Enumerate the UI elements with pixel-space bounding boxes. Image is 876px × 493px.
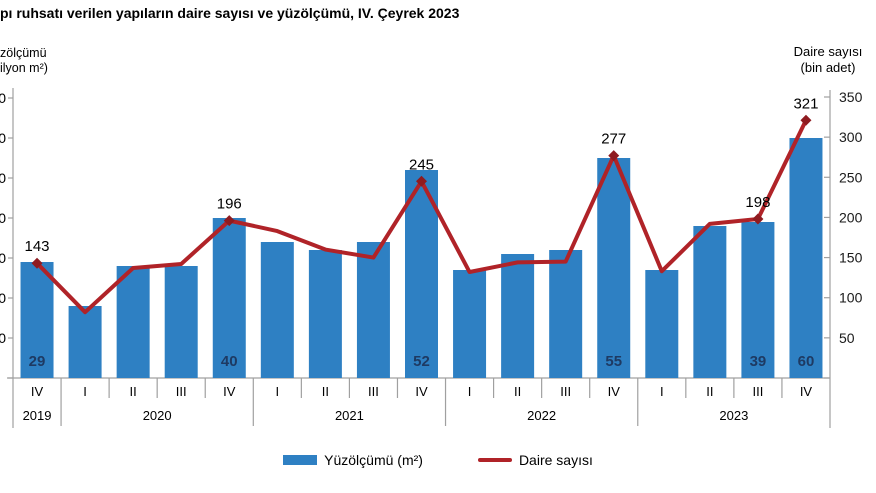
bar: [164, 266, 198, 378]
right-axis-title-line2: (bin adet): [800, 60, 856, 75]
quarter-label: IV: [415, 384, 428, 399]
quarter-label: III: [752, 384, 763, 399]
quarter-label: I: [276, 384, 280, 399]
left-axis-tick-label-fragment: 40: [0, 210, 6, 226]
legend-item-area: Yüzölçümü (m²): [283, 452, 423, 468]
right-axis-tick-label: 50: [839, 330, 855, 346]
bar: [789, 138, 823, 378]
quarter-label: II: [706, 384, 713, 399]
bar: [549, 250, 583, 378]
right-axis-title-line1: Daire sayısı: [793, 44, 863, 59]
bar: [356, 242, 390, 378]
quarter-label: II: [322, 384, 329, 399]
right-axis-tick-label: 200: [839, 209, 863, 225]
line-value-label: 198: [745, 194, 770, 211]
right-axis-tick-label: 250: [839, 169, 863, 185]
line-value-label: 143: [25, 238, 50, 255]
right-axis-tick-label: 350: [839, 89, 863, 105]
bar-value-label: 52: [413, 353, 430, 370]
right-axis-tick-label: 300: [839, 129, 863, 145]
bar: [693, 226, 727, 378]
year-label: 2023: [719, 408, 748, 423]
line-swatch-icon: [477, 458, 512, 462]
right-axis-tick-label: 100: [839, 290, 863, 306]
legend-label-line: Daire sayısı: [518, 452, 593, 468]
quarter-label: IV: [31, 384, 44, 399]
line-marker: [31, 257, 43, 269]
left-axis-title-line2: ilyon m²): [0, 61, 48, 75]
bar-value-label: 40: [221, 353, 238, 370]
left-axis-tick-label-fragment: 70: [0, 90, 6, 106]
quarter-label: II: [130, 384, 137, 399]
bar: [116, 266, 150, 378]
quarter-label: IV: [223, 384, 236, 399]
left-axis-title: zölçümü ilyon m²): [0, 46, 48, 76]
left-axis-tick-label-fragment: 20: [0, 290, 6, 306]
chart-legend: Yüzölçümü (m²) Daire sayısı: [0, 452, 876, 468]
quarter-label: I: [468, 384, 472, 399]
bar: [20, 262, 54, 378]
bar-value-label: 55: [605, 353, 622, 370]
quarter-label: I: [83, 384, 87, 399]
line-value-label: 277: [601, 131, 626, 148]
line-value-label: 245: [409, 156, 434, 173]
quarter-label: IV: [800, 384, 813, 399]
bar: [68, 306, 102, 378]
bar: [741, 222, 775, 378]
year-label: 2020: [143, 408, 172, 423]
bar: [645, 270, 679, 378]
quarter-label: III: [560, 384, 571, 399]
bar: [501, 254, 535, 378]
right-axis-tick-label: 150: [839, 250, 863, 266]
left-axis-title-line1: zölçümü: [0, 46, 47, 60]
quarter-label: II: [514, 384, 521, 399]
quarter-label: III: [368, 384, 379, 399]
line-value-label: 196: [217, 196, 242, 213]
year-label: 2022: [527, 408, 556, 423]
bar: [453, 270, 487, 378]
quarter-label: I: [660, 384, 664, 399]
bar-value-label: 39: [750, 353, 767, 370]
line-marker: [608, 150, 620, 162]
bar-value-label: 29: [29, 353, 46, 370]
year-label: 2021: [335, 408, 364, 423]
line-marker: [223, 215, 235, 227]
bar-value-label: 60: [798, 353, 815, 370]
legend-item-line: Daire sayısı: [477, 452, 593, 468]
chart-title: pı ruhsatı verilen yapıların daire sayıs…: [0, 5, 460, 21]
quarter-label: III: [176, 384, 187, 399]
left-axis-tick-label-fragment: 10: [0, 330, 6, 346]
left-axis-tick-label-fragment: 50: [0, 170, 6, 186]
right-axis-title: Daire sayısı (bin adet): [782, 44, 874, 76]
left-axis-tick-label-fragment: 30: [0, 250, 6, 266]
bar: [260, 242, 294, 378]
line-value-label: 321: [793, 95, 818, 112]
legend-label-area: Yüzölçümü (m²): [324, 452, 423, 468]
line-marker: [416, 175, 427, 187]
bar-swatch-icon: [283, 455, 318, 465]
year-label: 2019: [23, 408, 52, 423]
line-marker: [800, 114, 812, 126]
bar: [308, 250, 342, 378]
quarter-label: IV: [608, 384, 621, 399]
bar: [597, 158, 631, 378]
left-axis-tick-label-fragment: 60: [0, 130, 6, 146]
bar: [212, 218, 246, 378]
line-marker: [752, 213, 764, 225]
